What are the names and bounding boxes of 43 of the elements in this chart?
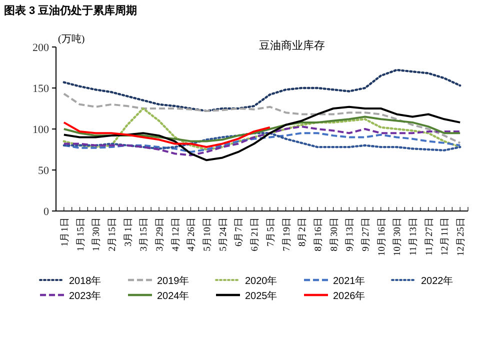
x-tick-label: 3月1日 — [122, 217, 134, 246]
x-tick-label: 7月5日 — [265, 217, 276, 246]
x-tick-label: 8月2日 — [297, 217, 308, 246]
x-tick-label: 8月16日 — [312, 217, 324, 252]
y-tick-label: 0 — [44, 206, 50, 218]
y-tick-label: 50 — [38, 165, 50, 177]
legend-label: 2024年 — [157, 290, 190, 302]
y-tick-label: 150 — [32, 83, 50, 95]
x-tick-label: 6月21日 — [250, 217, 261, 252]
x-tick-label: 12月25日 — [456, 217, 467, 256]
x-tick-label: 3月15日 — [138, 217, 150, 252]
legend-label: 2020年 — [245, 275, 278, 287]
x-tick-label: 1月1日 — [59, 217, 70, 246]
legend-label: 2021年 — [333, 275, 366, 287]
chart-subtitle: 豆油商业库存 — [259, 39, 325, 52]
x-tick-label: 4月26日 — [186, 217, 198, 252]
legend-label: 2026年 — [333, 290, 366, 302]
x-tick-label: 1月15日 — [75, 217, 86, 252]
y-tick-label: 200 — [32, 42, 50, 54]
x-tick-label: 10月30日 — [392, 217, 404, 256]
x-tick-label: 11月13日 — [408, 217, 420, 256]
x-tick-label: 1月30日 — [91, 217, 102, 252]
x-tick-label: 7月19日 — [281, 217, 292, 252]
x-tick-label: 11月27日 — [424, 217, 435, 256]
legend-label: 2023年 — [69, 290, 102, 302]
x-tick-label: 10月16日 — [376, 217, 388, 256]
x-tick-label: 9月27日 — [360, 217, 372, 252]
legend-label: 2022年 — [421, 275, 454, 287]
x-tick-label: 9月13日 — [344, 217, 356, 252]
x-tick-label: 4月12日 — [170, 217, 182, 252]
y-tick-label: 100 — [32, 124, 50, 136]
x-tick-label: 12月11日 — [440, 217, 451, 256]
x-tick-label: 8月30日 — [328, 217, 340, 252]
legend-label: 2025年 — [245, 290, 278, 302]
x-tick-label: 5月10日 — [202, 217, 214, 252]
x-tick-label: 5月24日 — [218, 217, 229, 252]
x-tick-label: 2月15日 — [106, 217, 118, 252]
x-tick-label: 3月29日 — [154, 217, 166, 252]
x-tick-label: 6月7日 — [234, 217, 245, 246]
legend-label: 2019年 — [157, 275, 190, 287]
y-axis-title: (万吨) — [58, 33, 85, 45]
chart-title: 图表 3 豆油仍处于累库周期 — [4, 4, 138, 17]
legend-label: 2018年 — [69, 275, 102, 287]
